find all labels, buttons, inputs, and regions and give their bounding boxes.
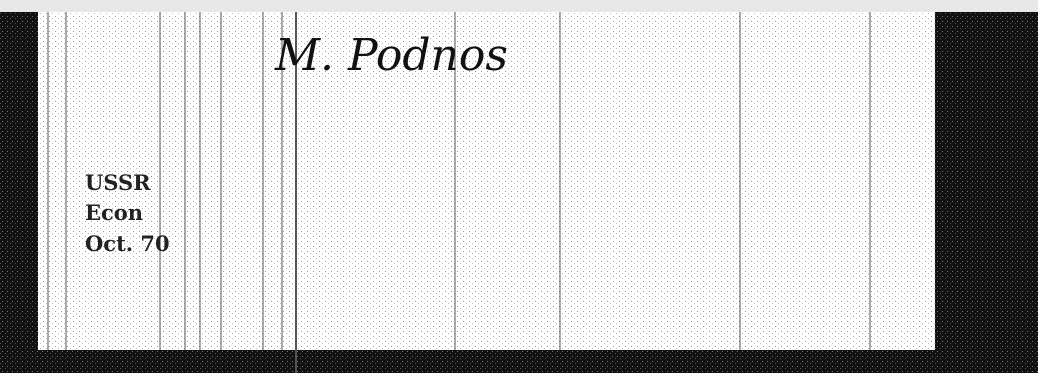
label-line: Oct. 70 <box>85 231 170 256</box>
handwritten-signature: M. Podnos <box>274 30 508 81</box>
scan-lines <box>47 12 871 373</box>
right-edge <box>935 0 1038 373</box>
label-line: Econ <box>85 200 143 225</box>
label-line: USSR <box>85 170 151 195</box>
top-edge <box>0 0 1038 12</box>
left-edge <box>0 0 38 373</box>
bottom-edge <box>0 350 1038 373</box>
